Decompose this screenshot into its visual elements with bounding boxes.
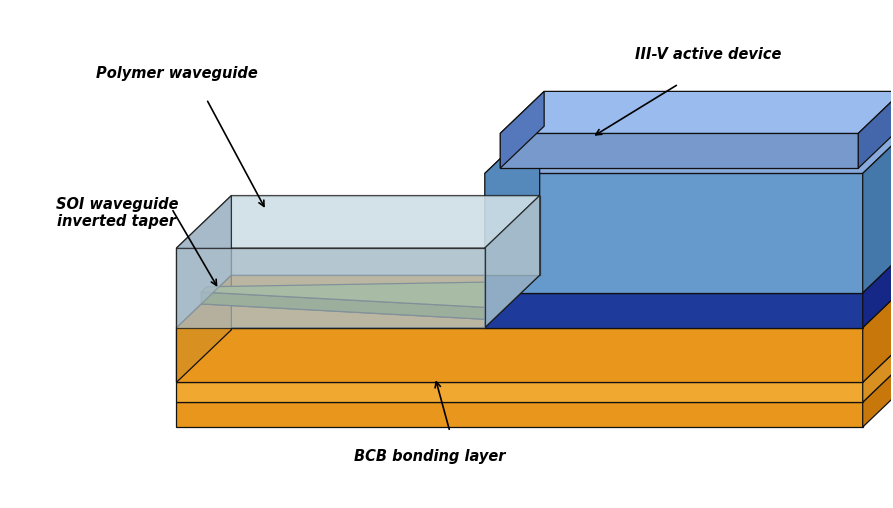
Polygon shape: [500, 134, 858, 168]
Text: BCB bonding layer: BCB bonding layer: [355, 450, 505, 464]
Polygon shape: [485, 121, 893, 173]
Text: Polymer waveguide: Polymer waveguide: [96, 67, 257, 81]
Polygon shape: [485, 121, 539, 328]
Polygon shape: [863, 330, 893, 402]
Polygon shape: [500, 91, 544, 168]
Polygon shape: [177, 383, 863, 402]
Polygon shape: [177, 350, 893, 402]
Polygon shape: [177, 196, 539, 248]
Polygon shape: [863, 121, 893, 293]
Text: III-V active device: III-V active device: [636, 47, 781, 61]
Polygon shape: [177, 248, 485, 328]
Polygon shape: [177, 328, 863, 383]
Polygon shape: [485, 240, 893, 293]
Polygon shape: [201, 294, 521, 320]
Polygon shape: [485, 173, 863, 293]
Polygon shape: [485, 293, 863, 328]
Polygon shape: [201, 292, 493, 320]
Polygon shape: [201, 281, 521, 308]
Polygon shape: [177, 196, 231, 328]
Polygon shape: [485, 275, 893, 328]
Polygon shape: [863, 275, 893, 383]
Polygon shape: [177, 275, 539, 328]
Polygon shape: [863, 350, 893, 427]
Polygon shape: [177, 330, 893, 383]
Polygon shape: [231, 196, 539, 275]
Text: SOI waveguide
inverted taper: SOI waveguide inverted taper: [55, 197, 178, 230]
Polygon shape: [858, 91, 893, 168]
Polygon shape: [177, 402, 863, 427]
Polygon shape: [485, 196, 539, 328]
Polygon shape: [500, 91, 893, 134]
Polygon shape: [177, 275, 231, 383]
Polygon shape: [863, 240, 893, 328]
